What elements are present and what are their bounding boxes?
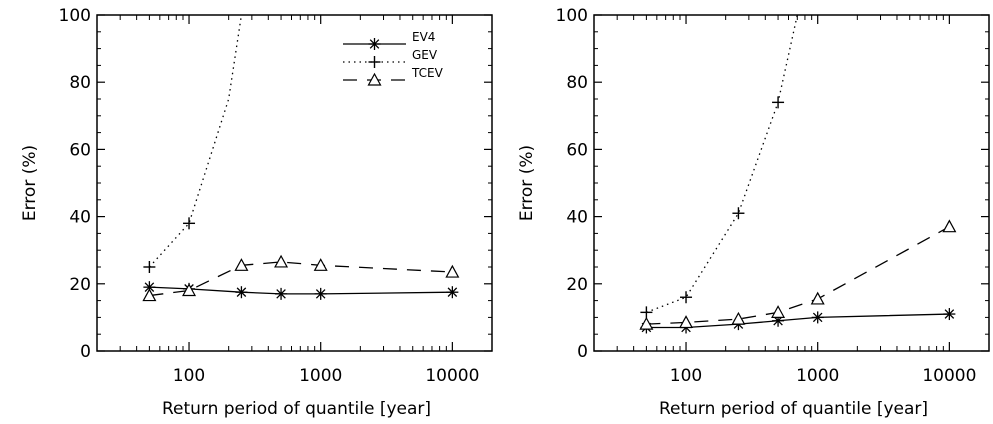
legend-marker-ev4 xyxy=(368,38,381,50)
x-tick-label: 100 xyxy=(173,366,205,386)
data-point-tcev xyxy=(771,305,786,318)
data-point-ev4 xyxy=(275,287,288,300)
right-panel: Error (%) Return period of quantile [yea… xyxy=(517,6,990,419)
y-axis-label: Error (%) xyxy=(517,145,537,221)
data-point-gev xyxy=(732,207,745,220)
x-tick-label: 1000 xyxy=(796,366,839,386)
data-point-tcev xyxy=(274,254,289,268)
data-point-tcev xyxy=(639,316,654,330)
data-point-gev xyxy=(680,291,693,304)
marker-stroke xyxy=(315,289,326,299)
data-point-tcev xyxy=(234,258,249,271)
y-tick-label: 0 xyxy=(80,342,91,362)
legend-label-gev: GEV xyxy=(412,48,438,62)
data-point-ev4 xyxy=(235,286,248,299)
y-tick-label: 60 xyxy=(566,140,588,160)
data-point-ev4 xyxy=(811,311,824,324)
data-point-tcev xyxy=(182,283,197,297)
data-point-ev4 xyxy=(943,308,956,321)
y-tick-label: 40 xyxy=(69,208,91,228)
series-line-ev4 xyxy=(646,313,950,329)
y-tick-label: 20 xyxy=(69,275,91,295)
y-tick-label: 80 xyxy=(566,73,588,93)
y-tick-label: 100 xyxy=(556,6,588,26)
data-point-gev xyxy=(640,306,653,319)
marker-stroke xyxy=(447,287,458,297)
series-group xyxy=(148,15,453,297)
series-line-gev xyxy=(148,15,243,268)
marker-stroke xyxy=(944,309,955,319)
y-tick-label: 0 xyxy=(577,342,588,362)
x-tick-label: 100 xyxy=(670,366,702,386)
left-panel: Error (%) Return period of quantile [yea… xyxy=(20,6,493,419)
marker-stroke xyxy=(236,287,247,297)
data-point-ev4 xyxy=(446,286,459,299)
marker-stroke xyxy=(812,312,823,323)
x-tick-label: 1000 xyxy=(299,366,342,386)
y-tick-label: 40 xyxy=(566,208,588,228)
data-point-tcev xyxy=(142,288,157,302)
data-point-tcev xyxy=(679,315,694,329)
x-tick-label: 10000 xyxy=(922,366,976,386)
data-point-ev4 xyxy=(314,287,327,300)
data-point-gev xyxy=(183,217,196,230)
data-point-gev xyxy=(143,261,156,273)
x-axis-label: Return period of quantile [year] xyxy=(659,399,928,419)
legend: EV4 GEV TCEV xyxy=(343,30,444,86)
data-point-gev xyxy=(772,96,785,109)
y-tick-label: 20 xyxy=(566,275,588,295)
legend-label-ev4: EV4 xyxy=(412,30,435,44)
plot-frame xyxy=(593,14,990,352)
data-point-tcev xyxy=(445,264,460,278)
y-axis-label: Error (%) xyxy=(20,145,40,221)
x-tick-label: 10000 xyxy=(425,366,479,386)
data-point-tcev xyxy=(731,311,746,325)
series-line-ev4 xyxy=(149,286,453,295)
marker-stroke xyxy=(369,39,380,49)
series-line-tcev xyxy=(149,261,453,297)
series-line-tcev xyxy=(646,226,950,325)
data-point-tcev xyxy=(810,291,825,305)
series-line-gev xyxy=(646,15,798,313)
marker-stroke xyxy=(276,289,286,299)
data-point-tcev xyxy=(313,258,328,271)
y-tick-label: 80 xyxy=(69,73,91,93)
y-tick-label: 100 xyxy=(59,6,91,26)
series-group xyxy=(646,15,950,329)
y-tick-label: 60 xyxy=(69,140,91,160)
x-axis-label: Return period of quantile [year] xyxy=(162,399,431,419)
marker-stroke xyxy=(144,282,155,292)
data-point-tcev xyxy=(942,219,957,233)
legend-marker-gev xyxy=(368,56,381,68)
legend-marker-tcev xyxy=(367,72,382,86)
legend-label-tcev: TCEV xyxy=(411,66,444,80)
